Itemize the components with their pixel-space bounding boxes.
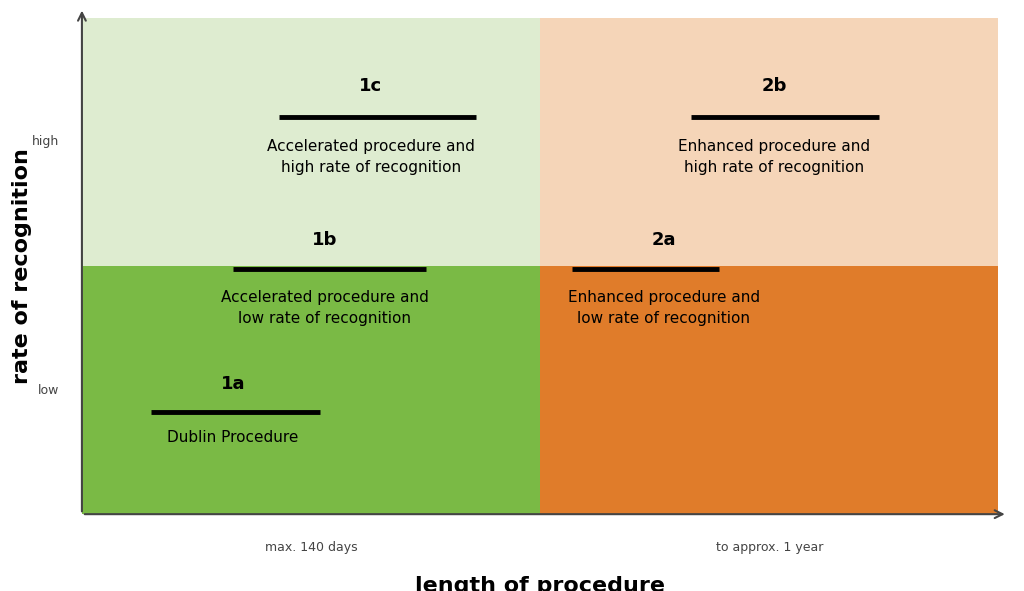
Text: low: low [38, 384, 59, 397]
Text: 2a: 2a [651, 230, 676, 249]
Bar [82, 18, 541, 266]
Text: Enhanced procedure and
low rate of recognition: Enhanced procedure and low rate of recog… [568, 290, 760, 326]
Bar [541, 18, 998, 266]
Text: Accelerated procedure and
low rate of recognition: Accelerated procedure and low rate of re… [221, 290, 429, 326]
Text: rate of recognition: rate of recognition [12, 148, 33, 384]
Text: 2b: 2b [761, 77, 786, 95]
Text: Dublin Procedure: Dublin Procedure [168, 430, 299, 444]
Text: length of procedure: length of procedure [415, 576, 666, 591]
Text: high: high [32, 135, 59, 148]
Text: Enhanced procedure and
high rate of recognition: Enhanced procedure and high rate of reco… [678, 139, 870, 175]
Text: 1a: 1a [221, 375, 246, 392]
Text: 1b: 1b [312, 230, 338, 249]
Bar [541, 266, 998, 514]
Text: max. 140 days: max. 140 days [265, 541, 357, 554]
Bar [82, 266, 541, 514]
Text: Accelerated procedure and
high rate of recognition: Accelerated procedure and high rate of r… [266, 139, 474, 175]
Text: to approx. 1 year: to approx. 1 year [716, 541, 823, 554]
Text: 1c: 1c [359, 77, 382, 95]
